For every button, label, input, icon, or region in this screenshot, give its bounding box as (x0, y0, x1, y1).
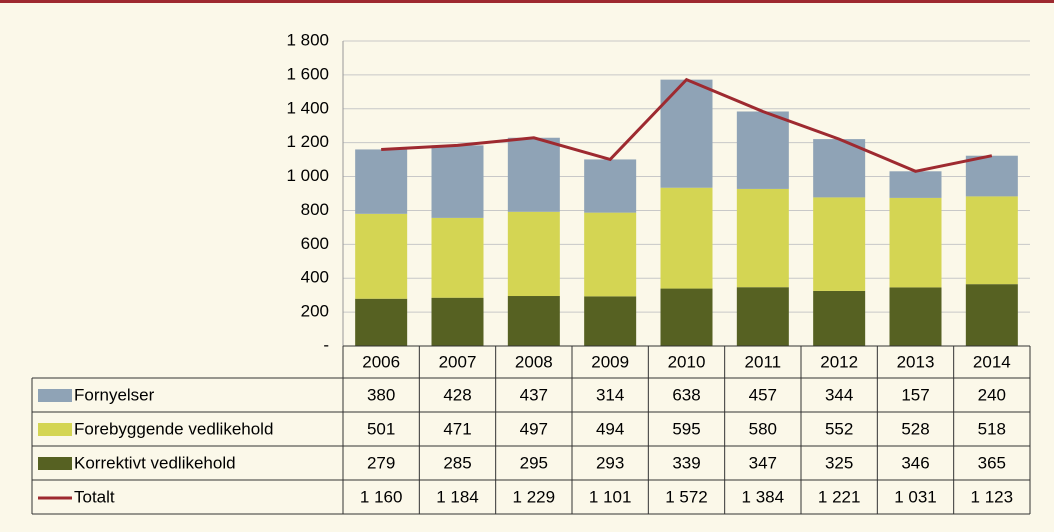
y-tick-label: 600 (301, 234, 329, 253)
legend-label: Korrektivt vedlikehold (74, 453, 236, 472)
legend-swatch (38, 423, 72, 436)
bar (431, 297, 484, 346)
x-tick-label: 2007 (439, 352, 477, 371)
table-cell: 365 (978, 453, 1006, 472)
x-tick-label: 2010 (668, 352, 706, 371)
table-cell: 1 101 (589, 487, 632, 506)
table-cell: 347 (749, 453, 777, 472)
legend-swatch (38, 389, 72, 402)
table-cell: 580 (749, 419, 777, 438)
bar (736, 188, 789, 288)
bar (431, 217, 484, 298)
bar (431, 145, 484, 218)
y-tick-label: 800 (301, 200, 329, 219)
bar (965, 284, 1018, 346)
table-cell: 457 (749, 385, 777, 404)
bar (355, 213, 408, 299)
y-tick-label: 200 (301, 302, 329, 321)
bar (660, 187, 713, 289)
bar (584, 159, 637, 213)
bar (584, 212, 637, 297)
table-cell: 339 (672, 453, 700, 472)
bar (355, 298, 408, 346)
bar (889, 171, 942, 198)
bar (736, 287, 789, 346)
table-cell: 428 (443, 385, 471, 404)
line-series (381, 77, 993, 173)
table-cell: 501 (367, 419, 395, 438)
table-cell: 437 (520, 385, 548, 404)
table-cell: 157 (901, 385, 929, 404)
table-cell: 314 (596, 385, 624, 404)
y-tick-label: 1 600 (286, 64, 329, 83)
table-cell: 1 572 (665, 487, 708, 506)
table-cell: 552 (825, 419, 853, 438)
bar (813, 139, 866, 198)
bar (813, 197, 866, 291)
table-cell: 638 (672, 385, 700, 404)
x-tick-label: 2011 (745, 352, 782, 371)
bar (355, 149, 408, 214)
table-cell: 240 (978, 385, 1006, 404)
bar (889, 287, 942, 346)
table-cell: 1 123 (971, 487, 1014, 506)
table-cell: 1 160 (360, 487, 403, 506)
x-tick-label: 2013 (897, 352, 935, 371)
table-cell: 293 (596, 453, 624, 472)
table-cell: 1 184 (436, 487, 479, 506)
bar (660, 288, 713, 346)
legend-label: Totalt (74, 487, 115, 506)
table-cell: 344 (825, 385, 853, 404)
bar (507, 137, 560, 212)
table-cell: 325 (825, 453, 853, 472)
y-tick-label: 1 200 (286, 132, 329, 151)
top-rule (0, 0, 1054, 3)
table-cell: 1 221 (818, 487, 861, 506)
y-tick-label: 1 400 (286, 98, 329, 117)
y-tick-label: 1 000 (286, 166, 329, 185)
bar (965, 196, 1018, 285)
y-tick-label: 1 800 (286, 30, 329, 49)
bar (584, 296, 637, 346)
x-tick-label: 2012 (820, 352, 858, 371)
x-tick-label: 2009 (591, 352, 629, 371)
table-cell: 471 (443, 419, 471, 438)
legend-label: Fornyelser (74, 385, 155, 404)
table-cell: 1 031 (894, 487, 937, 506)
bar (965, 155, 1018, 197)
table-cell: 279 (367, 453, 395, 472)
legend-label: Forebyggende vedlikehold (74, 419, 273, 438)
table-cell: 497 (520, 419, 548, 438)
bar (889, 197, 942, 288)
x-tick-label: 2014 (973, 352, 1011, 371)
table-cell: 528 (901, 419, 929, 438)
table-cell: 518 (978, 419, 1006, 438)
table-cell: 295 (520, 453, 548, 472)
table-cell: 595 (672, 419, 700, 438)
bar (507, 296, 560, 346)
y-tick-label: 400 (301, 268, 329, 287)
table-cell: 494 (596, 419, 624, 438)
table-cell: 1 384 (742, 487, 785, 506)
bar (660, 79, 713, 188)
bar (507, 211, 560, 297)
x-tick-label: 2006 (362, 352, 400, 371)
table-cell: 1 229 (513, 487, 556, 506)
table-cell: 346 (901, 453, 929, 472)
legend-swatch (38, 457, 72, 470)
y-tick-label: - (323, 335, 329, 354)
bar (736, 111, 789, 189)
x-tick-label: 2008 (515, 352, 553, 371)
bar (813, 290, 866, 346)
table-cell: 380 (367, 385, 395, 404)
table-cell: 285 (443, 453, 471, 472)
